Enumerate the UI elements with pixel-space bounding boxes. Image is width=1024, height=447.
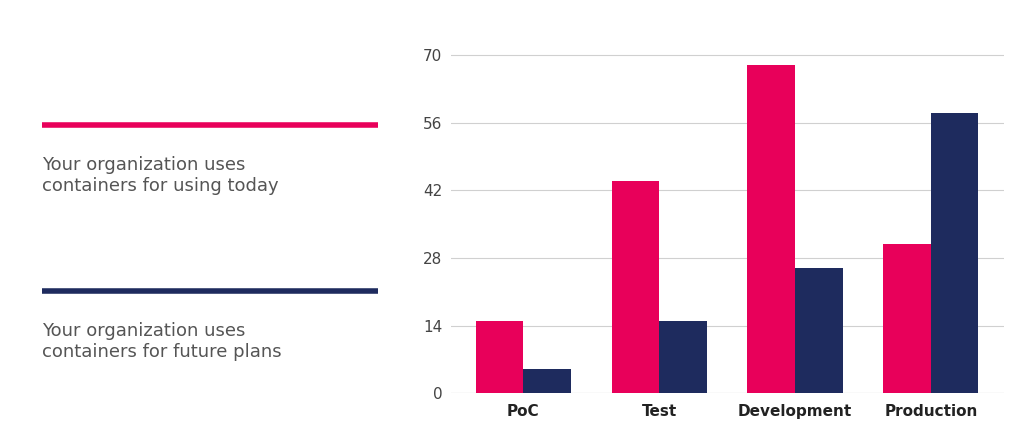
Text: Your organization uses
containers for using today: Your organization uses containers for us…	[42, 156, 279, 195]
Text: Your organization uses
containers for future plans: Your organization uses containers for fu…	[42, 322, 282, 361]
Bar	[931, 113, 978, 393]
Bar	[748, 65, 795, 393]
Bar	[476, 321, 523, 393]
Bar	[659, 321, 707, 393]
Bar	[884, 244, 931, 393]
Bar	[523, 369, 570, 393]
Bar	[795, 268, 843, 393]
Bar	[611, 181, 659, 393]
